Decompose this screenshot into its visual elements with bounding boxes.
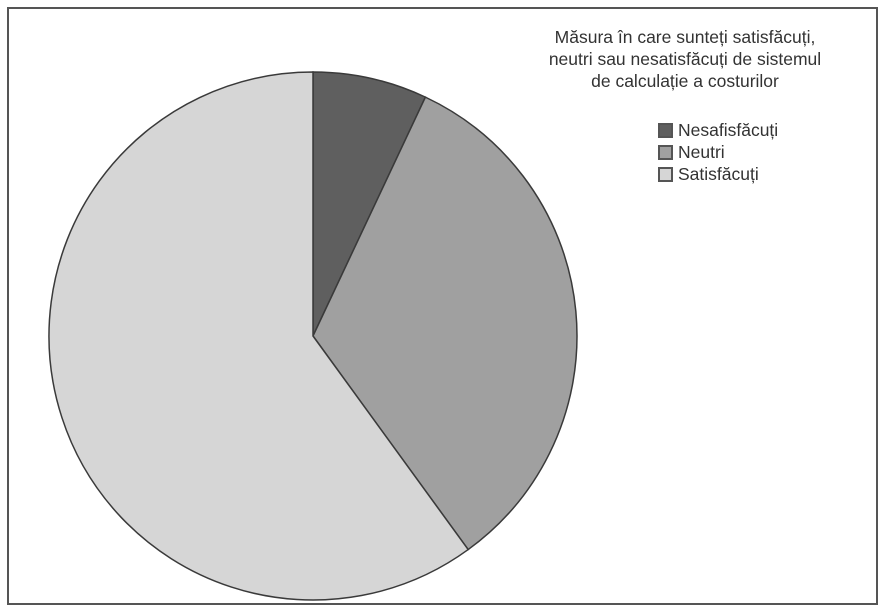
legend-swatch-neutri xyxy=(658,144,673,160)
legend-item-nesatisfacuti: Nesafisfăcuți xyxy=(658,119,778,141)
legend-swatch-nesatisfacuti xyxy=(658,122,673,138)
legend: Nesafisfăcuți Neutri Satisfăcuți xyxy=(658,119,778,185)
slice-satisfacuti xyxy=(48,71,470,601)
legend-title-line-3: de calculație a costurilor xyxy=(591,71,779,91)
legend-item-neutri: Neutri xyxy=(658,141,778,163)
legend-label-nesatisfacuti: Nesafisfăcuți xyxy=(678,119,779,140)
legend-label-satisfacuti: Satisfăcuți xyxy=(678,163,759,184)
legend-item-satisfacuti: Satisfăcuți xyxy=(658,163,778,185)
legend-label-neutri: Neutri xyxy=(678,141,725,162)
legend-title-line-1: Măsura în care sunteți satisfăcuți, xyxy=(554,27,816,47)
slice-nesatisfacuti xyxy=(312,71,427,337)
slice-neutri xyxy=(312,96,578,551)
legend-title: Măsura în care sunteți satisfăcuți, neut… xyxy=(505,26,865,92)
legend-swatch-satisfacuti xyxy=(658,166,673,182)
legend-title-line-2: neutri sau nesatisfăcuți de sistemul xyxy=(548,49,822,69)
